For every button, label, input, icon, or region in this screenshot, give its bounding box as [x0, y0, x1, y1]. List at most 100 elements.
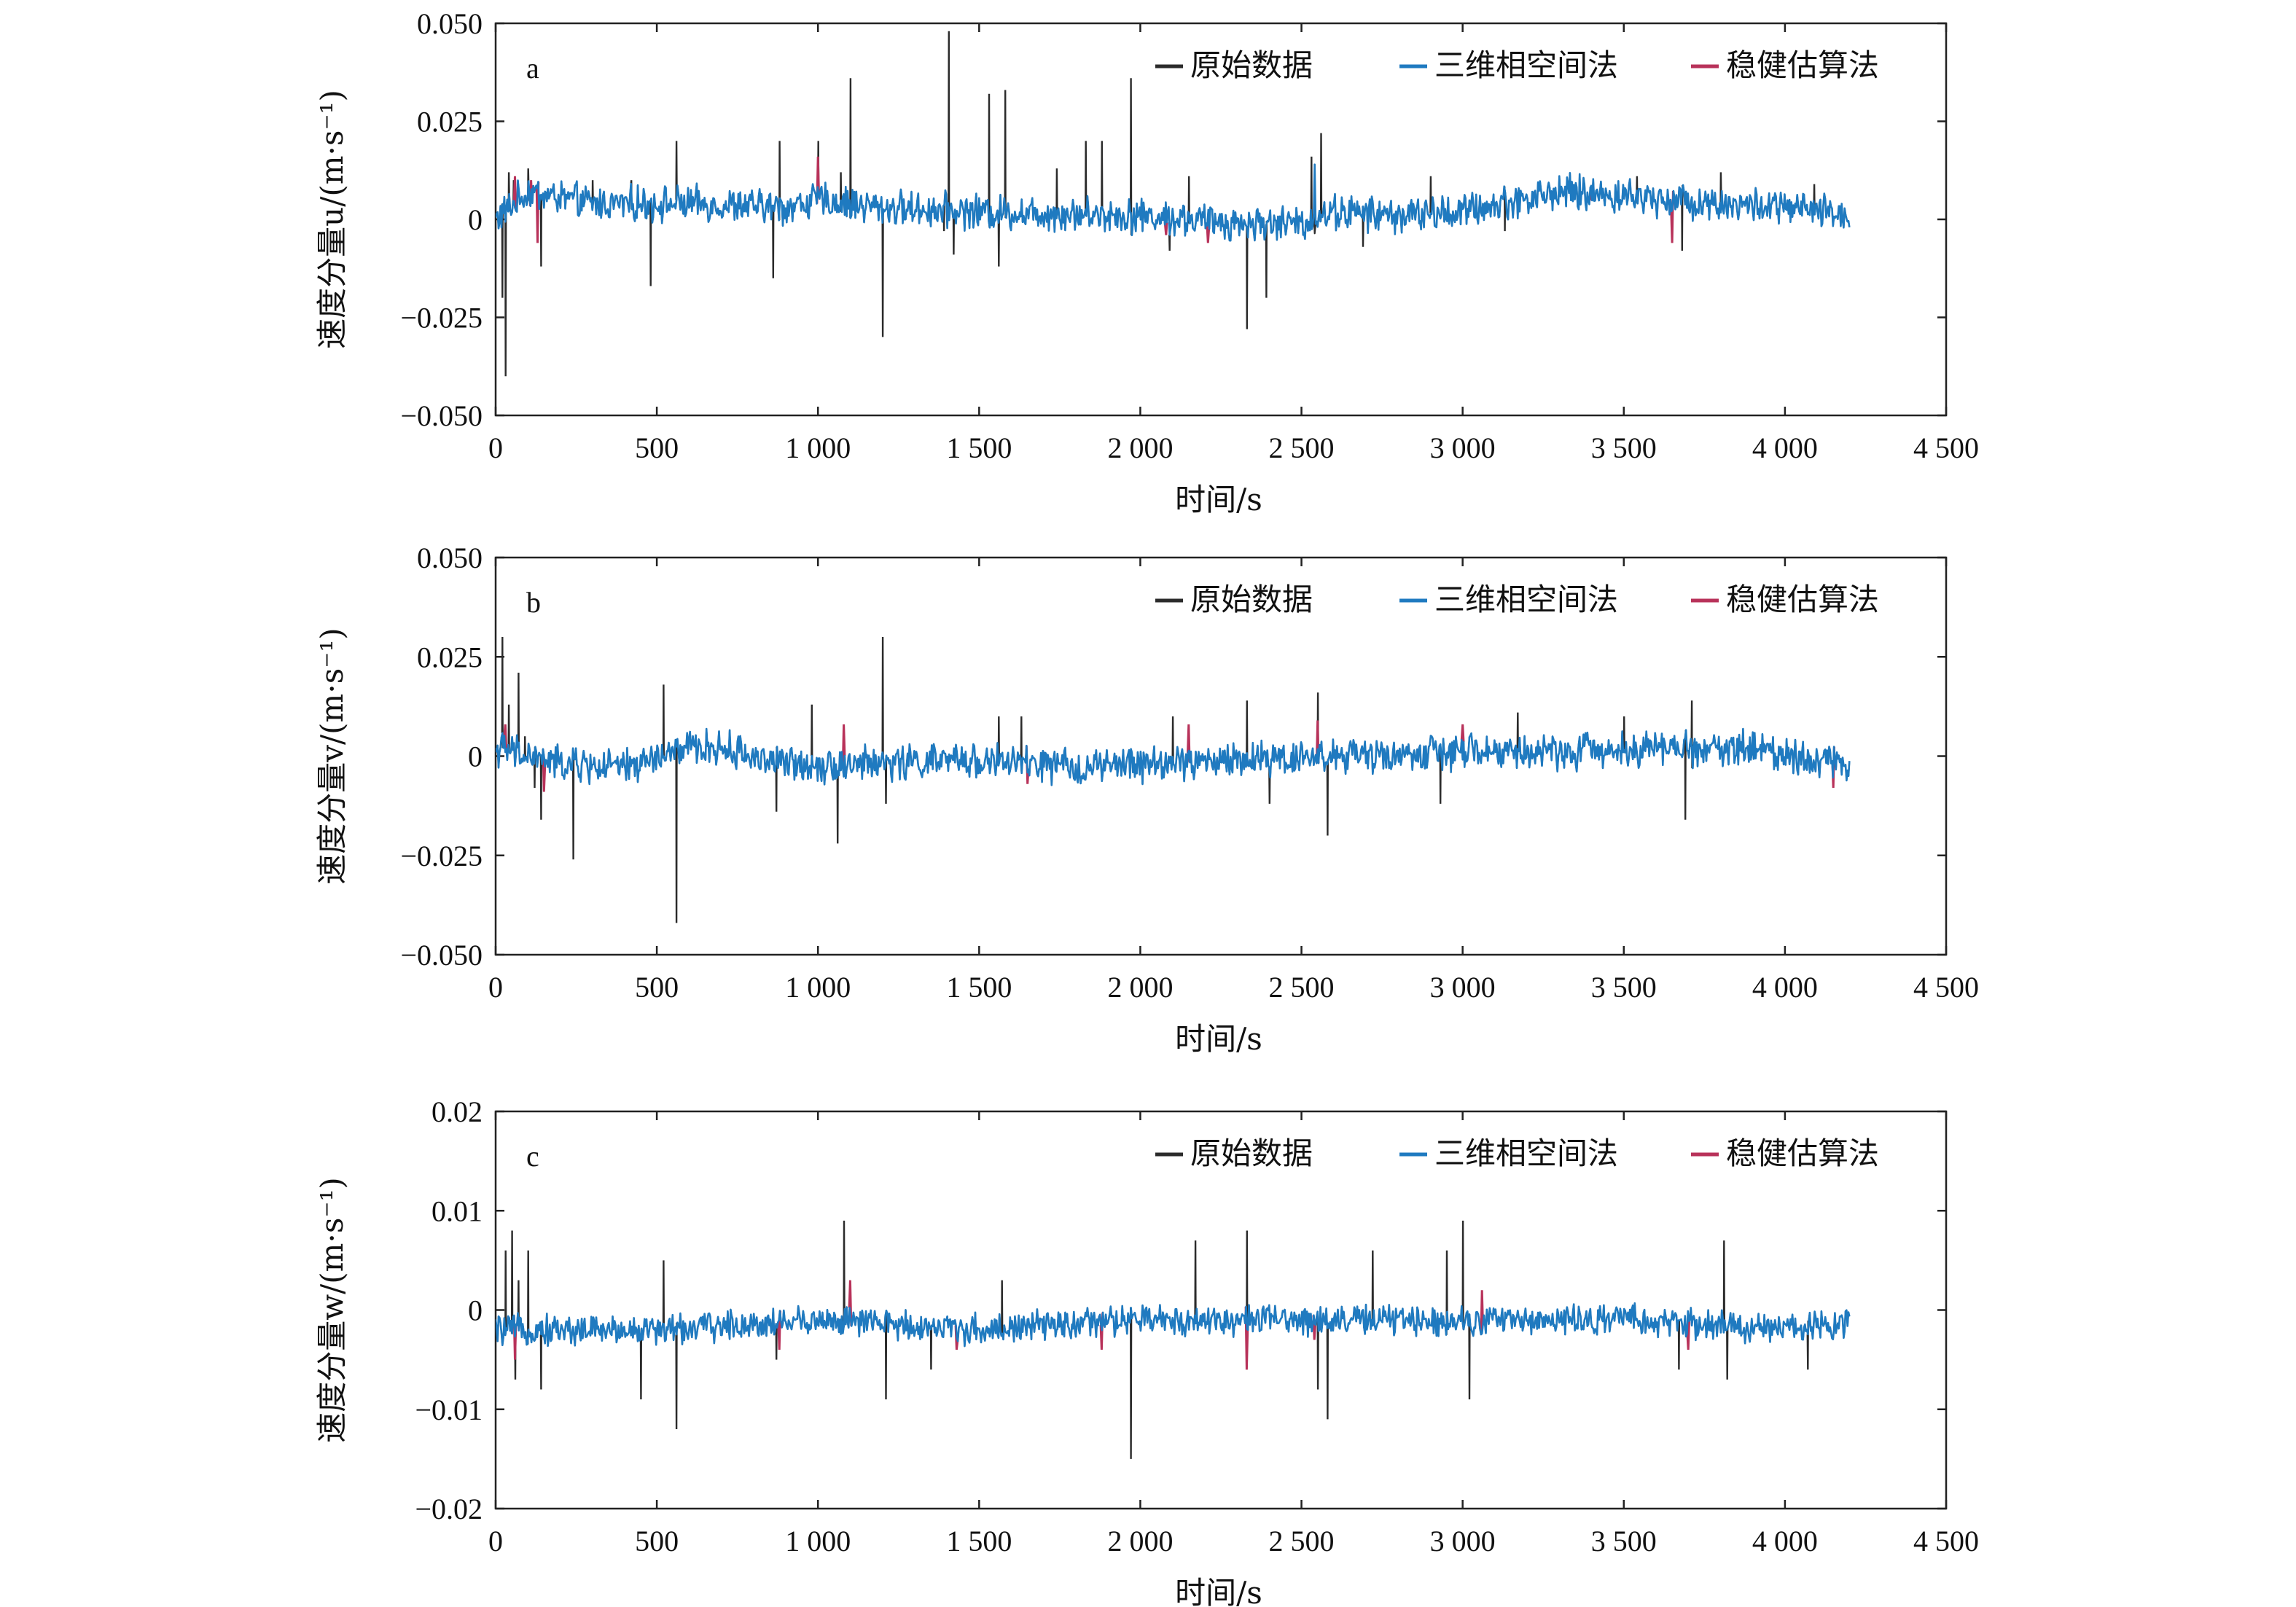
raw-spike	[942, 204, 945, 232]
raw-spike	[778, 141, 781, 221]
raw-spike	[571, 748, 575, 860]
raw-spike	[1310, 156, 1313, 230]
x-tick-label: 3 500	[1591, 971, 1657, 1004]
raw-spike	[1362, 206, 1364, 247]
y-tick-label: 0.050	[417, 7, 483, 40]
x-tick-label: 0	[488, 971, 503, 1004]
raw-spike	[840, 172, 843, 212]
x-tick-label: 500	[635, 431, 679, 464]
raw-spike	[1461, 1220, 1464, 1330]
raw-spike	[1268, 767, 1271, 804]
legend-label: 三维相空间法	[1434, 1135, 1618, 1171]
x-tick-label: 3 000	[1430, 1525, 1496, 1557]
raw-spike	[952, 217, 955, 255]
raw-spike	[1429, 176, 1432, 214]
raw-spike	[811, 704, 813, 766]
legend-label: 稳健估算法	[1726, 47, 1879, 83]
raw-spike	[1445, 1250, 1448, 1335]
x-axis-title: 时间/s	[1175, 1575, 1262, 1607]
panel-letter: b	[526, 586, 541, 619]
x-tick-label: 0	[488, 1525, 503, 1557]
x-tick-label: 2 000	[1107, 971, 1173, 1004]
y-tick-label: 0	[468, 203, 483, 236]
raw-spike	[1684, 730, 1687, 820]
raw-spike	[775, 1323, 778, 1360]
raw-spike	[849, 78, 852, 219]
x-axis-title: 时间/s	[1175, 1021, 1262, 1057]
raw-spike	[1171, 716, 1174, 765]
y-tick-label: 0.025	[417, 106, 483, 138]
raw-spike	[1194, 1240, 1197, 1323]
x-tick-label: 0	[488, 431, 503, 464]
panel-letter: c	[526, 1140, 539, 1173]
raw-spike	[1187, 176, 1190, 224]
x-tick-label: 4 000	[1752, 1525, 1818, 1557]
x-tick-label: 2 500	[1269, 431, 1335, 464]
y-tick-label: 0.02	[432, 1095, 483, 1128]
series-phase-space-line	[496, 163, 1851, 242]
raw-spike	[1326, 1323, 1329, 1420]
y-tick-label: −0.050	[400, 399, 483, 432]
legend-label: 原始数据	[1190, 47, 1313, 83]
legend-label: 三维相空间法	[1434, 47, 1618, 83]
x-tick-label: 1 000	[785, 431, 851, 464]
raw-spike	[1055, 168, 1058, 219]
raw-spike	[1001, 1280, 1004, 1336]
x-tick-label: 500	[635, 1525, 679, 1557]
raw-spike	[1085, 141, 1088, 216]
legend-label: 三维相空间法	[1434, 582, 1618, 617]
robust-spike	[777, 1310, 781, 1350]
robust-spike	[1206, 225, 1211, 243]
panel-c: 0 500 1 000 1 500 2 000 2 500 3 000 3 500 4 000 4…	[314, 1095, 1979, 1607]
raw-spike	[1722, 1240, 1725, 1333]
x-tick-label: 3 000	[1430, 971, 1496, 1004]
y-tick-label: −0.025	[400, 840, 483, 872]
x-tick-label: 2 500	[1269, 971, 1335, 1004]
x-tick-label: 4 500	[1913, 431, 1979, 464]
raw-spike	[504, 1250, 507, 1336]
x-tick-label: 1 000	[785, 1525, 851, 1557]
raw-spike	[1623, 716, 1625, 753]
panel-b: 0 500 1 000 1 500 2 000 2 500 3 000 3 500 4 000 4…	[314, 541, 1979, 1057]
plot-area	[496, 31, 1851, 377]
raw-spike	[1316, 1311, 1319, 1390]
raw-spike	[517, 672, 520, 748]
raw-spike	[539, 195, 542, 267]
raw-spike	[675, 1322, 678, 1430]
y-axis-title: 速度分量u/(m·s⁻¹)	[314, 90, 350, 349]
x-tick-label: 3 500	[1591, 431, 1657, 464]
x-tick-label: 3 000	[1430, 431, 1496, 464]
legend-label: 原始数据	[1190, 582, 1313, 617]
y-axis-title: 速度分量v/(m·s⁻¹)	[314, 627, 350, 884]
robust-spike	[841, 724, 846, 768]
y-tick-label: 0.01	[432, 1195, 483, 1227]
y-tick-label: 0.025	[417, 641, 483, 673]
x-tick-label: 2 500	[1269, 1525, 1335, 1557]
y-tick-label: −0.01	[415, 1393, 483, 1426]
series-phase-space-line	[496, 727, 1851, 786]
y-tick-label: −0.050	[400, 939, 483, 971]
series-phase-space-line	[496, 1302, 1851, 1348]
raw-spike	[649, 198, 652, 286]
plot-area	[496, 1220, 1851, 1459]
legend-label: 稳健估算法	[1726, 582, 1879, 617]
x-tick-label: 3 500	[1591, 1525, 1657, 1557]
x-tick-label: 1 500	[946, 431, 1012, 464]
raw-spike	[1246, 1230, 1249, 1330]
x-tick-label: 1 500	[946, 1525, 1012, 1557]
y-tick-label: 0	[468, 1294, 483, 1327]
y-tick-label: 0.050	[417, 541, 483, 574]
robust-spike	[542, 748, 547, 792]
x-tick-label: 4 000	[1752, 971, 1818, 1004]
raw-spike	[662, 1260, 665, 1324]
x-tick-label: 2 000	[1107, 1525, 1173, 1557]
robust-spike	[1164, 222, 1168, 235]
raw-spike	[1504, 186, 1507, 232]
x-tick-label: 2 000	[1107, 431, 1173, 464]
y-tick-label: −0.025	[400, 302, 483, 335]
raw-spike	[1439, 744, 1442, 804]
raw-spike	[675, 141, 678, 200]
robust-spike	[1480, 1290, 1484, 1335]
raw-spike	[836, 771, 839, 844]
